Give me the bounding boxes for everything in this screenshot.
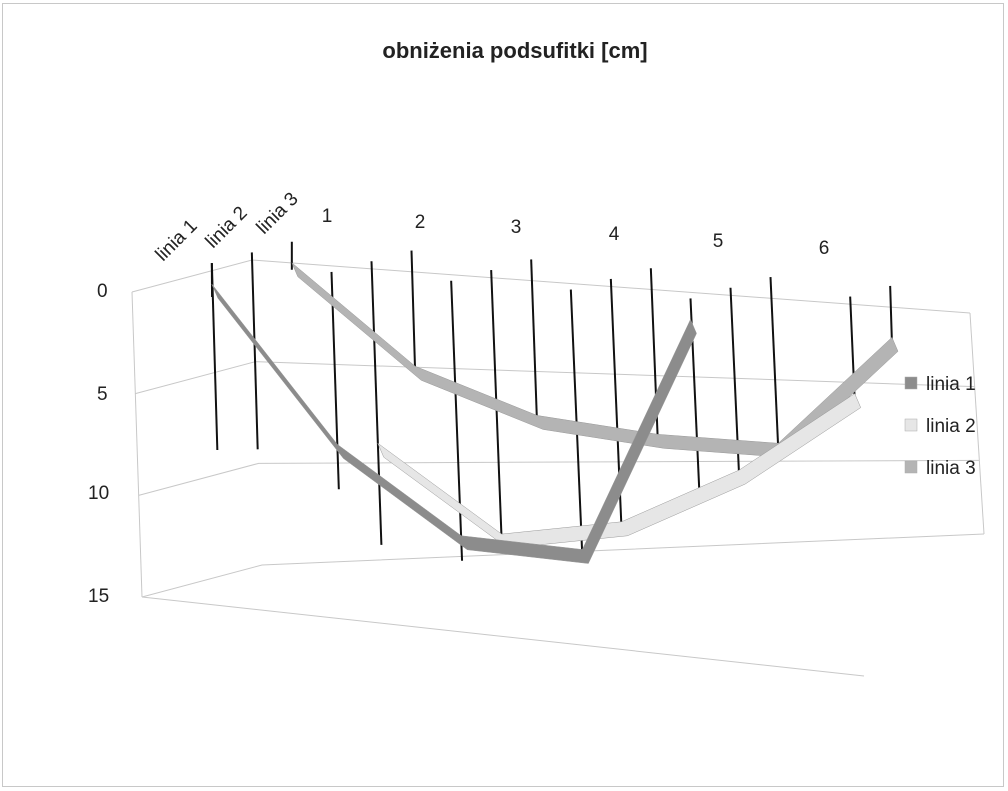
depth-tick-label: linia 2 (202, 203, 252, 253)
legend-swatch (904, 460, 918, 474)
drop-line (530, 259, 538, 423)
drop-line (250, 252, 259, 450)
series-ribbon-3 (291, 262, 899, 458)
drop-line (410, 250, 417, 374)
drop-lines (210, 241, 893, 561)
category-tick-label: 5 (713, 231, 724, 252)
depth-tick-label: linia 1 (152, 216, 202, 266)
drop-line (889, 285, 893, 345)
grid (131, 259, 985, 677)
legend-label: linia 2 (926, 416, 976, 437)
legend-label: linia 3 (926, 458, 976, 479)
drop-line (330, 271, 340, 490)
legend: linia 1 linia 2 linia 3 (904, 374, 976, 479)
drop-line (210, 263, 219, 451)
y-tick-label: 5 (97, 384, 108, 405)
category-tick-label: 4 (609, 224, 620, 245)
y-tick-label: 15 (88, 586, 109, 607)
category-tick-label: 1 (322, 206, 333, 227)
legend-swatch (904, 376, 918, 390)
axis-labels: 0 5 10 15 1 2 3 4 5 6 linia 1 linia 2 linia 3 (88, 189, 829, 607)
legend-label: linia 1 (926, 374, 976, 395)
y-tick-label: 0 (97, 281, 108, 302)
series-ribbons (211, 262, 899, 564)
gridline-15 (141, 533, 985, 598)
gridline-0 (131, 259, 971, 314)
value-axis-line (131, 291, 143, 598)
category-tick-label: 6 (819, 238, 830, 259)
drop-line (769, 277, 780, 451)
category-tick-label: 2 (415, 212, 426, 233)
legend-swatch (904, 418, 918, 432)
series-ribbon-1 (211, 283, 697, 564)
back-right-edge (969, 312, 985, 535)
drop-line (450, 280, 464, 561)
y-tick-label: 10 (88, 483, 109, 504)
depth-tick-label: linia 3 (253, 189, 303, 239)
category-tick-label: 3 (511, 217, 522, 238)
drop-line (370, 261, 383, 545)
series-ribbon-2 (377, 393, 862, 549)
floor-front-edge (141, 596, 865, 677)
chart-title: obniżenia podsufitki [cm] (382, 38, 647, 63)
gridline-10 (138, 459, 980, 496)
